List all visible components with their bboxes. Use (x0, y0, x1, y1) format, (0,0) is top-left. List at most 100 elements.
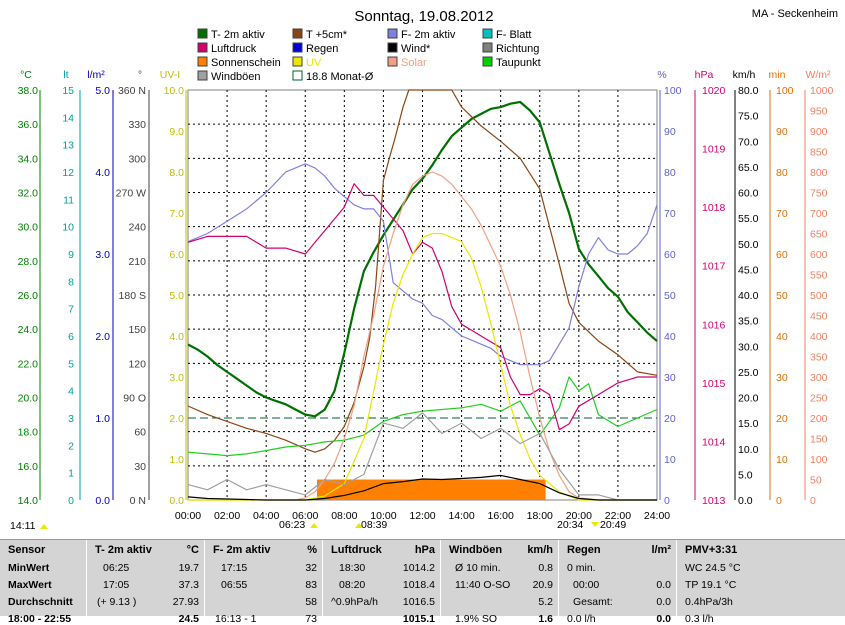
tick-dir-330: 330 (128, 119, 146, 131)
tick-temp-30-0: 30.0 (18, 222, 39, 234)
tick-sun-0: 0 (776, 495, 782, 507)
tick-humidity-10: 10 (664, 454, 676, 466)
legend-label-windb-en: Windböen (211, 71, 261, 83)
humidity-min-value: 32 (305, 562, 317, 574)
dewpoint-value: TP 19.1 °C (685, 579, 737, 591)
tick-temp-18-0: 18.0 (18, 427, 39, 439)
rain-header: Regen (567, 544, 601, 556)
tick-sun-50: 50 (776, 290, 788, 302)
axis-unit-uv: UV-I (160, 69, 180, 81)
tick-humidity-30: 30 (664, 372, 676, 384)
tick-uv-0-0: 0.0 (169, 495, 184, 507)
tick-sun-30: 30 (776, 372, 788, 384)
legend-swatch-regen (292, 42, 303, 53)
series-line-solar (188, 171, 657, 501)
axis-unit-humidity: % (657, 69, 666, 81)
tick-solar-450: 450 (810, 311, 828, 323)
legend: T- 2m aktiv T +5cm* F- 2m aktiv F- Blatt Luf… (197, 28, 541, 83)
sun-marker-icon (40, 524, 48, 529)
wind-row3-value: 5.2 (538, 596, 553, 608)
series-line-taupunkt (187, 376, 658, 457)
tick-dir-240: 240 (128, 222, 146, 234)
tick-solar-250: 250 (810, 393, 828, 405)
minwert-label: MinWert (8, 562, 50, 574)
tick-pressure-1018: 1018 (702, 202, 726, 214)
legend-swatch-windb-en (197, 70, 208, 81)
tick-solar-900: 900 (810, 126, 828, 138)
tick-temp-16-0: 16.0 (18, 461, 39, 473)
tick-dir-120: 120 (128, 358, 146, 370)
rain-time: 00:00 (573, 579, 600, 591)
legend-swatch-sonnenschein (197, 56, 208, 67)
tick-dir-210: 210 (128, 256, 146, 268)
tick-solar-700: 700 (810, 208, 828, 220)
tick-pressure-1014: 1014 (702, 436, 726, 448)
tick-uv-6-0: 6.0 (169, 249, 184, 261)
tick-solar-350: 350 (810, 352, 828, 364)
tick-leaf-4: 4 (68, 386, 74, 398)
tick-leaf-14: 14 (62, 112, 74, 124)
maxwert-label: MaxWert (8, 579, 52, 591)
tick-solar-850: 850 (810, 147, 828, 159)
tick-sun-70: 70 (776, 208, 788, 220)
tick-temp-34-0: 34.0 (18, 153, 39, 165)
tick-rain-2-0: 2.0 (95, 331, 110, 343)
legend-swatch-f-blatt (482, 28, 493, 39)
tick-rain-0-0: 0.0 (95, 495, 110, 507)
tick-uv-2-0: 2.0 (169, 413, 184, 425)
tick-leaf-11: 11 (63, 194, 74, 206)
pressure-max-time: 08:20 (339, 579, 366, 591)
x-tick-10-00: 10:00 (370, 510, 396, 522)
temp-avg-value: 27.93 (172, 596, 199, 608)
tick-solar-400: 400 (810, 331, 828, 343)
tick-humidity-100: 100 (664, 85, 682, 97)
tick-leaf-3: 3 (68, 413, 74, 425)
rain-unit: l/m² (651, 544, 671, 556)
tick-temp-26-0: 26.0 (18, 290, 39, 302)
tick-solar-950: 950 (810, 106, 828, 118)
durchschnitt-label: Durchschnitt (8, 596, 73, 608)
sensor-header: Sensor (8, 544, 46, 556)
station-name: MA - Seckenheim (752, 8, 838, 20)
tick-uv-7-0: 7.0 (169, 208, 184, 220)
legend-swatch-18-8-monat (292, 70, 303, 81)
tick-dir-180-s: 180 S (119, 290, 146, 302)
tick-humidity-60: 60 (664, 249, 676, 261)
legend-swatch-richtung (482, 42, 493, 53)
humidity-min-time: 17:15 (221, 562, 248, 574)
pressure-unit: hPa (414, 544, 435, 556)
tick-wind-60-0: 60.0 (738, 188, 759, 200)
x-tick-18-00: 18:00 (527, 510, 553, 522)
temp-max-value: 37.3 (178, 579, 199, 591)
tick-humidity-50: 50 (664, 290, 676, 302)
tick-sun-60: 60 (776, 249, 788, 261)
legend-label-regen: Regen (306, 43, 338, 55)
rain-total-value: 0.0 (656, 596, 671, 608)
temp-avg-note: (+ 9.13 ) (97, 596, 137, 608)
wind-max-value: 20.9 (532, 579, 553, 591)
tick-solar-200: 200 (810, 413, 828, 425)
tick-uv-10-0: 10.0 (164, 85, 185, 97)
summary-rain-col: Regen l/m² 0 min. 00:00 0.0 Gesamt: 0.0 … (558, 540, 677, 625)
tick-dir-60: 60 (134, 427, 146, 439)
legend-label-taupunkt: Taupunkt (496, 57, 541, 69)
axis-unit-rain: l/m² (87, 69, 105, 81)
wind-unit: km/h (527, 544, 553, 556)
tick-uv-5-0: 5.0 (169, 290, 184, 302)
summary-pmv-col: PMV+3:31 WC 24.5 °C TP 19.1 °C 0.4hPa/3h… (676, 540, 795, 625)
wind-header: Windböen (449, 544, 503, 556)
tick-uv-9-0: 9.0 (169, 126, 184, 138)
tick-wind-30-0: 30.0 (738, 341, 759, 353)
tick-temp-32-0: 32.0 (18, 188, 39, 200)
tick-rain-1-0: 1.0 (95, 413, 110, 425)
tick-temp-20-0: 20.0 (18, 393, 39, 405)
x-tick-04-00: 04:00 (253, 510, 279, 522)
tick-dir-0-n: 0 N (130, 495, 146, 507)
series-line-windb-en (187, 412, 657, 501)
tick-wind-55-0: 55.0 (738, 213, 759, 225)
legend-label-uv: UV (306, 57, 322, 69)
tick-wind-15-0: 15.0 (738, 418, 759, 430)
windchill-value: WC 24.5 °C (685, 562, 741, 574)
x-tick-08-00: 08:00 (331, 510, 357, 522)
tick-pressure-1015: 1015 (702, 378, 726, 390)
